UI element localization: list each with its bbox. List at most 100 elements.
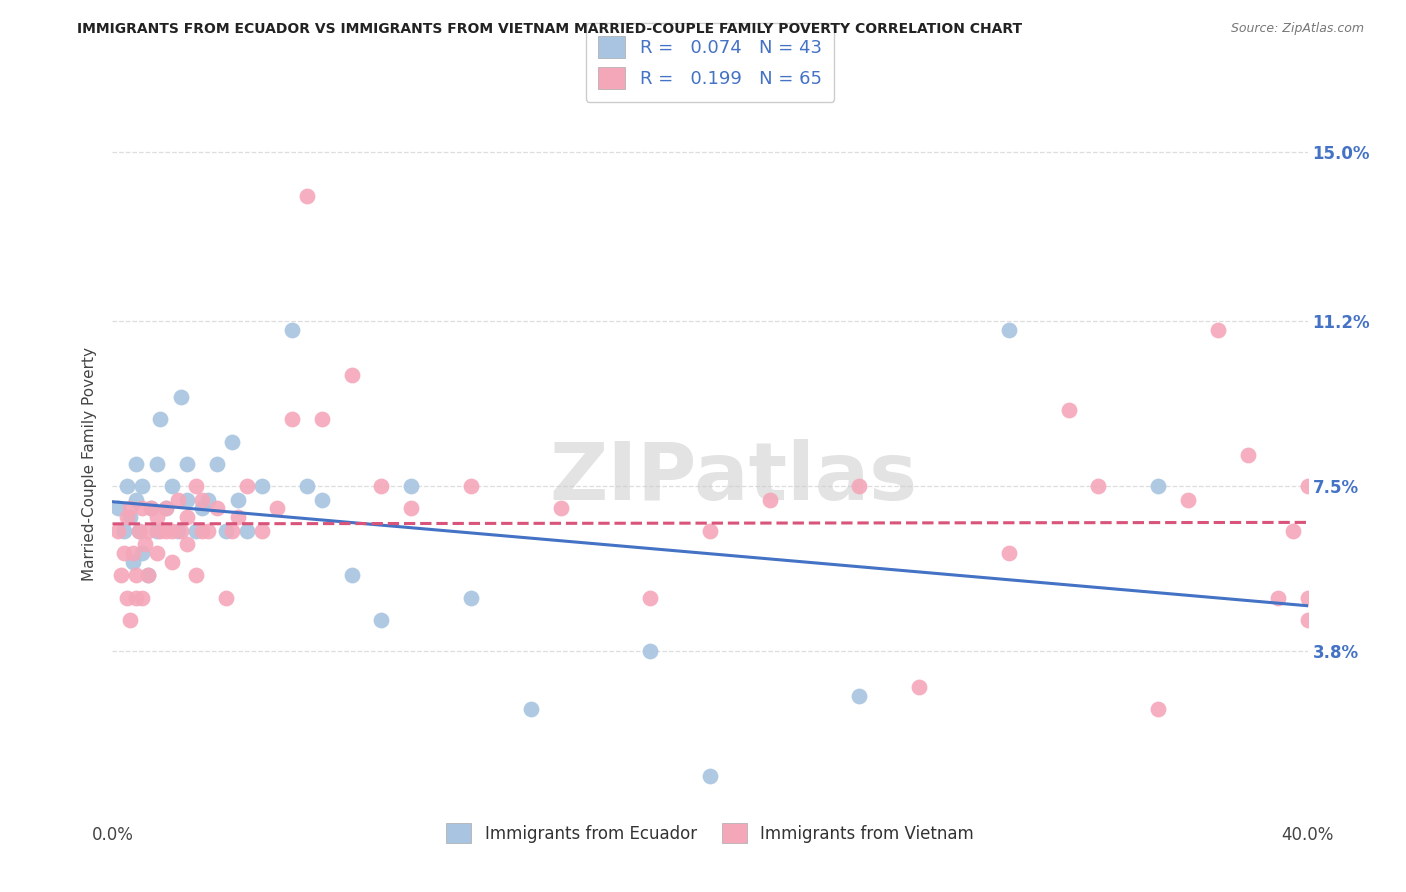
Point	[138, 568, 160, 582]
Point	[162, 479, 183, 493]
Text: IMMIGRANTS FROM ECUADOR VS IMMIGRANTS FROM VIETNAM MARRIED-COUPLE FAMILY POVERTY: IMMIGRANTS FROM ECUADOR VS IMMIGRANTS FR…	[77, 22, 1022, 37]
Point	[120, 510, 142, 524]
Point	[141, 501, 163, 516]
Point	[250, 524, 273, 538]
Point	[117, 510, 139, 524]
Point	[460, 479, 482, 493]
Point	[1147, 702, 1170, 716]
Point	[215, 524, 238, 538]
Point	[370, 479, 392, 493]
Point	[176, 492, 198, 507]
Point	[295, 189, 318, 203]
Point	[236, 479, 259, 493]
Point	[340, 368, 363, 382]
Point	[107, 501, 129, 516]
Point	[281, 323, 304, 337]
Point	[550, 501, 572, 516]
Point	[226, 510, 249, 524]
Point	[221, 524, 243, 538]
Point	[114, 524, 135, 538]
Point	[191, 492, 214, 507]
Point	[131, 546, 153, 560]
Point	[197, 492, 219, 507]
Point	[191, 501, 214, 516]
Point	[114, 546, 135, 560]
Point	[370, 613, 392, 627]
Point	[117, 479, 139, 493]
Point	[117, 591, 139, 605]
Point	[340, 568, 363, 582]
Point	[191, 524, 214, 538]
Point	[128, 524, 150, 538]
Point	[1177, 492, 1199, 507]
Point	[125, 568, 148, 582]
Point	[699, 769, 721, 783]
Point	[131, 479, 153, 493]
Point	[205, 501, 228, 516]
Point	[520, 702, 543, 716]
Point	[122, 555, 145, 569]
Point	[1147, 479, 1170, 493]
Point	[170, 390, 193, 404]
Y-axis label: Married-Couple Family Poverty: Married-Couple Family Poverty	[82, 347, 97, 581]
Point	[138, 524, 160, 538]
Point	[149, 524, 172, 538]
Point	[281, 412, 304, 426]
Point	[401, 501, 423, 516]
Point	[1206, 323, 1229, 337]
Point	[120, 501, 142, 516]
Point	[311, 412, 333, 426]
Point	[162, 555, 183, 569]
Point	[311, 492, 333, 507]
Point	[162, 524, 183, 538]
Point	[167, 524, 190, 538]
Point	[460, 591, 482, 605]
Point	[122, 546, 145, 560]
Point	[1296, 613, 1319, 627]
Point	[759, 492, 782, 507]
Point	[186, 568, 208, 582]
Point	[1296, 591, 1319, 605]
Point	[205, 457, 228, 471]
Legend: Immigrants from Ecuador, Immigrants from Vietnam: Immigrants from Ecuador, Immigrants from…	[437, 814, 983, 852]
Point	[1267, 591, 1289, 605]
Point	[236, 524, 259, 538]
Point	[146, 524, 169, 538]
Point	[125, 591, 148, 605]
Point	[146, 457, 169, 471]
Point	[170, 524, 193, 538]
Point	[1237, 448, 1260, 462]
Point	[250, 479, 273, 493]
Point	[131, 501, 153, 516]
Point	[908, 680, 931, 694]
Point	[155, 501, 177, 516]
Point	[138, 568, 160, 582]
Point	[401, 479, 423, 493]
Point	[167, 492, 190, 507]
Point	[128, 524, 150, 538]
Point	[215, 591, 238, 605]
Point	[1087, 479, 1109, 493]
Point	[155, 524, 177, 538]
Point	[295, 479, 318, 493]
Point	[134, 537, 156, 551]
Point	[699, 524, 721, 538]
Point	[141, 501, 163, 516]
Point	[221, 434, 243, 449]
Point	[197, 524, 219, 538]
Point	[176, 457, 198, 471]
Point	[998, 323, 1021, 337]
Point	[186, 479, 208, 493]
Point	[1296, 479, 1319, 493]
Point	[640, 591, 662, 605]
Point	[125, 492, 148, 507]
Point	[176, 537, 198, 551]
Point	[155, 501, 177, 516]
Point	[186, 524, 208, 538]
Point	[149, 412, 172, 426]
Point	[120, 613, 142, 627]
Point	[226, 492, 249, 507]
Point	[146, 546, 169, 560]
Point	[131, 591, 153, 605]
Point	[125, 457, 148, 471]
